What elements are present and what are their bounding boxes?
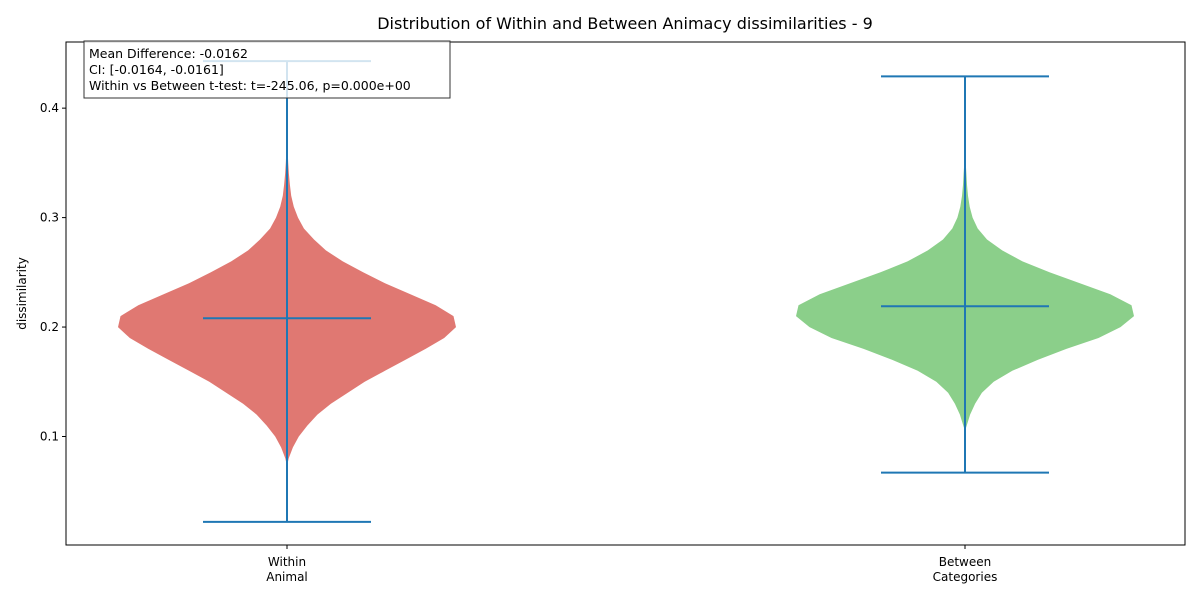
chart-title: Distribution of Within and Between Anima… — [377, 14, 873, 33]
x-tick-label-1-0: Between — [939, 555, 992, 569]
x-tick-label-1-1: Categories — [933, 570, 998, 584]
y-tick-label-0: 0.1 — [40, 430, 59, 444]
plot-frame — [65, 41, 1186, 546]
x-tick-label-0-1: Animal — [266, 570, 308, 584]
y-tick-label-3: 0.4 — [40, 101, 59, 115]
violin-group — [118, 60, 1134, 523]
y-tick-label-1: 0.2 — [40, 320, 59, 334]
annotation-line-mean: Mean Difference: -0.0162 — [89, 46, 248, 61]
annotation-line-ci: CI: [-0.0164, -0.0161] — [89, 62, 224, 77]
y-tick-label-2: 0.3 — [40, 211, 59, 225]
y-axis: 0.1 0.2 0.3 0.4 — [40, 101, 66, 444]
x-tick-label-0-0: Within — [268, 555, 306, 569]
annotation-box-frame — [83, 40, 451, 99]
stats-annotation-box: Mean Difference: -0.0162 CI: [-0.0164, -… — [83, 40, 451, 99]
y-axis-label: dissimilarity — [15, 257, 29, 330]
annotation-line-ttest: Within vs Between t-test: t=-245.06, p=0… — [89, 78, 411, 93]
